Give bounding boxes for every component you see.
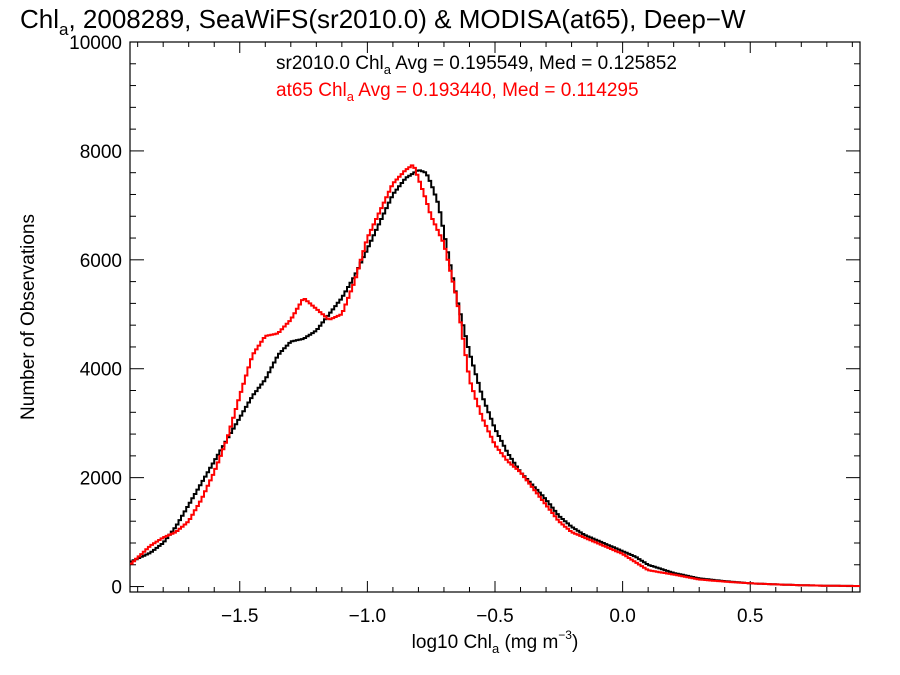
series-at65-line [130,164,860,587]
y-tick-label: 8000 [80,142,122,163]
annotation-sr2010: sr2010.0 Chla Avg = 0.195549, Med = 0.12… [276,53,677,77]
y-tick-label: 6000 [80,251,122,272]
x-tick-label: −1.5 [221,606,259,627]
x-axis: −1.5 −1.0 −0.5 0.0 0.5 [137,42,853,627]
plot-frame [129,41,861,593]
annotation-at65: at65 Chla Avg = 0.193440, Med = 0.114295 [276,80,639,104]
series-sr2010.0-line [130,169,860,587]
series-group [130,164,860,587]
x-axis-label: log10 Chla (mg m−3) [412,628,579,656]
y-tick-label: 4000 [80,360,122,381]
y-axis: 0 2000 4000 6000 8000 10000 [69,33,860,599]
y-tick-label: 2000 [80,469,122,490]
x-tick-label: −0.5 [476,606,514,627]
y-axis-label: Number of Observations [18,214,39,420]
x-tick-label: −1.0 [349,606,387,627]
x-tick-label: 0.5 [737,606,763,627]
chart-title: Chla, 2008289, SeaWiFS(sr2010.0) & MODIS… [20,4,746,39]
y-tick-label: 0 [111,578,122,599]
y-tick-label: 10000 [69,33,122,54]
x-tick-label: 0.0 [609,606,635,627]
